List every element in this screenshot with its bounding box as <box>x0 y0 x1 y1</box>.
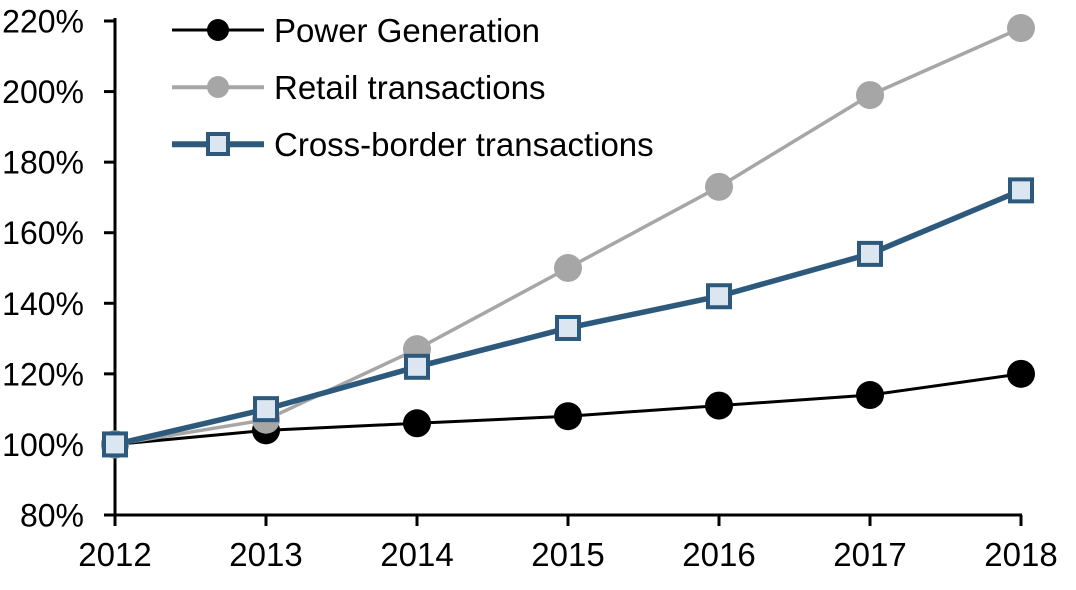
legend-sample-power-generation <box>172 12 264 48</box>
legend-item-retail-transactions: Retail transactions <box>172 69 654 105</box>
y-tick-label: 220% <box>2 4 84 40</box>
data-point-0 <box>705 391 733 420</box>
x-tick-label: 2015 <box>531 536 604 573</box>
y-tick-label: 200% <box>2 74 84 110</box>
legend-label-retail-transactions: Retail transactions <box>274 68 546 106</box>
data-point-2 <box>706 283 732 310</box>
y-tick-label: 180% <box>2 145 84 181</box>
data-point-2 <box>555 314 581 341</box>
legend-label-power-generation: Power Generation <box>274 11 540 49</box>
x-tick-label: 2012 <box>78 536 151 573</box>
legend-sample-retail-transactions <box>172 69 264 105</box>
data-point-1 <box>1007 14 1035 43</box>
x-tick-label: 2016 <box>682 536 755 573</box>
y-tick-label: 120% <box>2 356 84 392</box>
x-tick-label: 2014 <box>380 536 453 573</box>
y-tick-label: 160% <box>2 215 84 251</box>
circle-marker-icon <box>207 19 229 41</box>
y-tick-label: 100% <box>2 427 84 463</box>
y-tick-label: 140% <box>2 286 84 322</box>
data-point-1 <box>705 172 733 201</box>
x-tick-label: 2013 <box>229 536 302 573</box>
legend-label-cross-border-transactions: Cross-border transactions <box>274 125 654 163</box>
y-tick-label: 80% <box>20 498 84 534</box>
data-point-2 <box>857 240 883 267</box>
data-point-0 <box>856 381 884 410</box>
data-point-0 <box>403 409 431 438</box>
data-point-0 <box>554 402 582 431</box>
data-point-0 <box>1007 359 1035 388</box>
legend-item-power-generation: Power Generation <box>172 12 654 48</box>
data-point-2 <box>102 431 128 458</box>
chart-legend: Power Generation Retail transactions Cro… <box>172 12 654 183</box>
data-point-2 <box>404 353 430 380</box>
legend-sample-cross-border-transactions <box>172 126 264 162</box>
circle-marker-icon <box>207 76 229 98</box>
data-point-1 <box>856 81 884 110</box>
x-tick-label: 2018 <box>984 536 1057 573</box>
data-point-2 <box>1008 177 1034 204</box>
x-tick-label: 2017 <box>833 536 906 573</box>
square-marker-icon <box>206 132 230 156</box>
data-point-1 <box>554 254 582 282</box>
legend-item-cross-border-transactions: Cross-border transactions <box>172 126 654 162</box>
data-point-2 <box>253 396 279 423</box>
